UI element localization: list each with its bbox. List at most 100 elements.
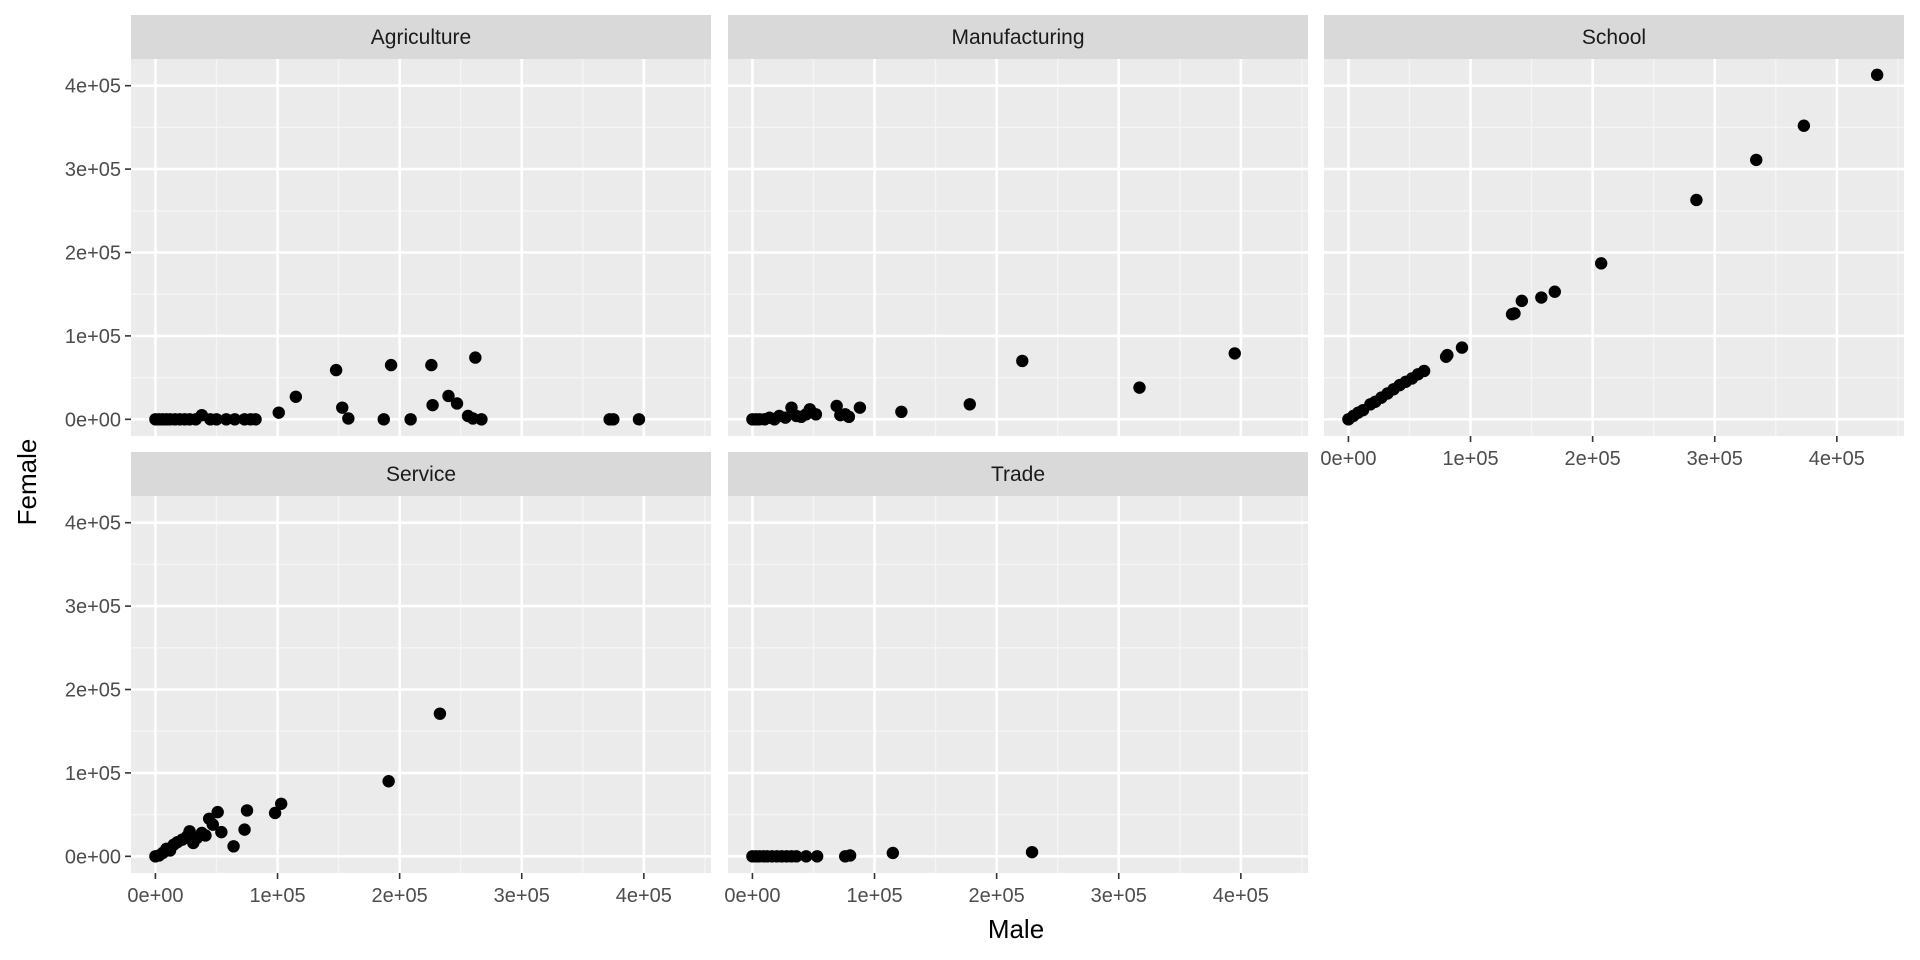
- panel-background: [728, 496, 1308, 873]
- data-point: [1515, 294, 1529, 308]
- data-point: [404, 413, 417, 426]
- data-point: [342, 412, 355, 425]
- data-point: [475, 413, 488, 426]
- facet-panel-trade: Trade 0e+00 1e+05 2e+05 3e+05 4e+05: [724, 452, 1308, 907]
- data-point: [228, 413, 241, 426]
- data-point: [895, 405, 908, 419]
- data-point: [249, 413, 262, 426]
- data-point: [382, 775, 395, 788]
- data-point: [442, 389, 455, 403]
- facet-strip-label: Service: [386, 463, 456, 486]
- y-tick-label: 0e+00: [65, 846, 121, 868]
- x-tick-label: 2e+05: [1565, 448, 1621, 470]
- data-point: [607, 413, 620, 426]
- data-point: [1228, 347, 1241, 360]
- data-point: [853, 401, 867, 414]
- facet-panel-agriculture: Agriculture 0e+00 1e+05 2e+05 3e+05 4e+05: [65, 15, 711, 436]
- x-tick-label: 4e+05: [1809, 448, 1865, 470]
- y-tick-label: 3e+05: [65, 596, 121, 618]
- data-point: [238, 823, 251, 836]
- facet-strip-label: Trade: [991, 463, 1045, 486]
- x-tick-label: 0e+00: [724, 885, 780, 907]
- data-point: [211, 805, 224, 819]
- data-point: [199, 829, 212, 842]
- x-tick-label: 3e+05: [1091, 885, 1147, 907]
- data-point: [809, 408, 823, 421]
- data-point: [779, 411, 792, 424]
- data-point: [1548, 285, 1561, 298]
- facet-strip-label: School: [1582, 26, 1646, 49]
- data-point: [1870, 68, 1884, 82]
- data-point: [210, 413, 223, 426]
- y-tick-label: 3e+05: [65, 159, 121, 181]
- x-tick-label: 1e+05: [1442, 448, 1498, 470]
- x-tick-label: 0e+00: [127, 885, 183, 907]
- facet-panel-manufacturing: Manufacturing: [728, 15, 1308, 436]
- data-point: [842, 410, 856, 424]
- data-point: [433, 707, 447, 720]
- x-tick-label: 0e+00: [1320, 448, 1376, 470]
- data-point: [206, 818, 220, 831]
- data-point: [810, 850, 824, 863]
- panel-background: [131, 496, 711, 873]
- data-point: [1025, 845, 1039, 859]
- y-tick-label: 1e+05: [65, 326, 121, 348]
- facet-strip: [131, 452, 711, 496]
- y-tick-label: 1e+05: [65, 763, 121, 785]
- data-point: [272, 406, 285, 419]
- data-point: [274, 797, 288, 810]
- data-point: [1133, 381, 1146, 394]
- data-point: [227, 840, 240, 853]
- data-point: [1455, 341, 1469, 354]
- data-point: [1797, 119, 1811, 132]
- data-point: [790, 850, 803, 863]
- x-tick-label: 1e+05: [846, 885, 902, 907]
- data-point: [843, 849, 857, 862]
- data-point: [963, 398, 976, 411]
- data-point: [632, 413, 646, 426]
- x-tick-label: 2e+05: [969, 885, 1025, 907]
- data-point: [336, 401, 349, 414]
- data-point: [1594, 257, 1608, 270]
- panels-layer: Agriculture 0e+00 1e+05 2e+05 3e+05 4e+05 Manu…: [65, 15, 1904, 907]
- panel-background: [131, 59, 711, 436]
- data-point: [469, 351, 482, 364]
- data-point: [1690, 193, 1703, 207]
- y-tick-label: 2e+05: [65, 680, 121, 702]
- y-tick-label: 0e+00: [65, 409, 121, 431]
- data-point: [289, 390, 303, 403]
- panel-background: [728, 59, 1308, 436]
- facet-panel-service: Service 0e+00 1e+05 2e+05 3e+05 4e+05 0e+00 1e+…: [65, 452, 711, 907]
- y-tick-label: 4e+05: [65, 513, 121, 535]
- data-point: [329, 363, 343, 377]
- data-point: [215, 825, 228, 839]
- x-tick-label: 3e+05: [494, 885, 550, 907]
- facet-strip-label: Agriculture: [371, 26, 471, 49]
- data-point: [799, 850, 813, 863]
- data-point: [384, 358, 398, 372]
- data-point: [426, 398, 439, 412]
- facet-strip: [131, 15, 711, 59]
- x-tick-label: 2e+05: [372, 885, 428, 907]
- x-tick-label: 1e+05: [249, 885, 305, 907]
- facet-panel-school: School 0e+00 1e+05 2e+05 3e+05 4e+05: [1320, 15, 1904, 470]
- data-point: [1441, 348, 1454, 362]
- y-tick-label: 2e+05: [65, 243, 121, 265]
- y-axis-title: Female: [12, 439, 42, 526]
- data-point: [450, 397, 464, 410]
- data-point: [886, 846, 900, 860]
- data-point: [1016, 354, 1029, 368]
- data-point: [1508, 307, 1521, 320]
- x-tick-label: 4e+05: [1213, 885, 1269, 907]
- data-point: [1535, 291, 1548, 304]
- data-point: [240, 804, 254, 817]
- data-point: [220, 413, 233, 426]
- data-point: [268, 806, 282, 820]
- facet-strip-label: Manufacturing: [951, 26, 1084, 49]
- facet-strip: [1324, 15, 1904, 59]
- x-axis-title: Male: [988, 914, 1044, 944]
- x-tick-label: 4e+05: [616, 885, 672, 907]
- data-point: [1750, 153, 1763, 167]
- data-point: [377, 413, 390, 426]
